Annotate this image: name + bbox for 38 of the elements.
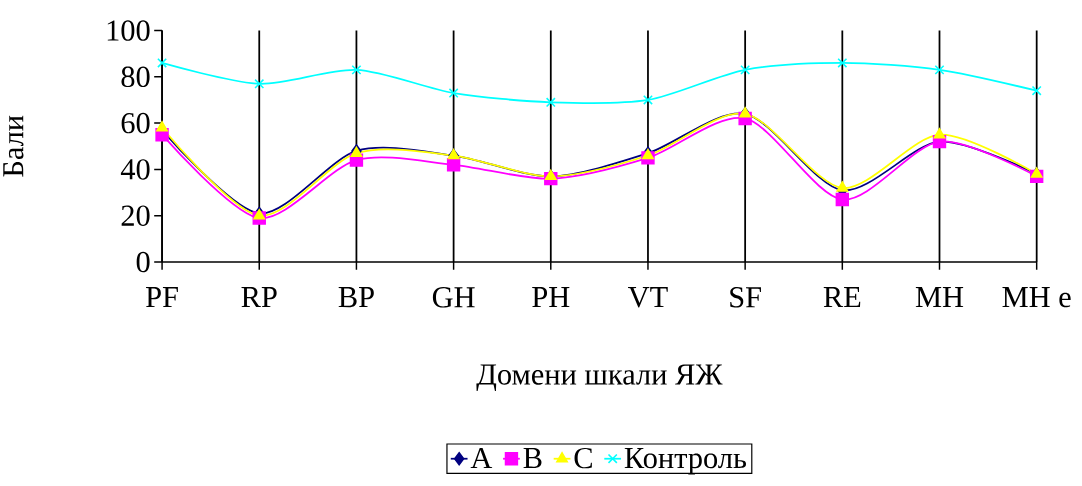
point — [156, 121, 168, 132]
y-tick-label: 60 — [121, 113, 150, 134]
x-axis-title: Домени шкали ЯЖ — [476, 364, 723, 392]
x-tick-label: MH e — [1002, 287, 1071, 308]
point — [157, 58, 168, 69]
x-tick-label: RP — [241, 287, 277, 308]
y-axis-title: Бали — [3, 115, 24, 177]
y-tick-label: 20 — [121, 205, 150, 227]
point — [1031, 85, 1042, 96]
point — [836, 181, 849, 192]
x-tick-label: VT — [628, 287, 668, 308]
y-tick-label: 80 — [121, 66, 150, 88]
y-tick-label: 0 — [136, 251, 150, 273]
x-tick-label: MH — [915, 287, 964, 308]
x-tick-label: PF — [146, 287, 178, 308]
point — [545, 97, 556, 108]
legend-label: C — [574, 448, 592, 469]
y-tick-label: 100 — [107, 20, 150, 42]
point — [835, 193, 850, 207]
point — [740, 65, 751, 76]
point — [254, 79, 265, 89]
legend-label: A — [470, 448, 493, 469]
y-tick-label: 40 — [120, 159, 150, 180]
x-tick-label: GH — [432, 287, 475, 308]
x-tick-label: BP — [338, 287, 374, 308]
legend-label: Контроль — [624, 448, 746, 475]
point — [1030, 167, 1043, 178]
point — [934, 65, 945, 76]
point — [837, 58, 848, 69]
point — [448, 88, 459, 99]
x-tick-label: RE — [823, 287, 861, 308]
x-tick-label: PH — [532, 287, 570, 308]
legend-label: B — [523, 448, 542, 469]
x-tick-label: SF — [730, 287, 761, 308]
point — [643, 95, 653, 106]
point — [351, 65, 362, 76]
point — [739, 107, 752, 118]
point — [933, 128, 946, 139]
